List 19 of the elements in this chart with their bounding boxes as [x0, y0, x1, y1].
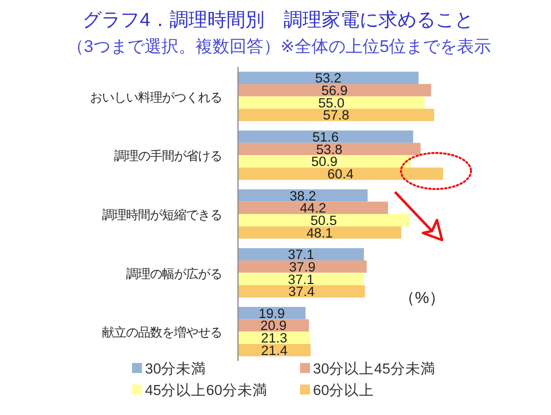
data-label: 48.1 — [306, 225, 333, 240]
data-label: 60.4 — [327, 166, 354, 182]
data-label: 37.4 — [288, 284, 316, 300]
data-label: 51.6 — [312, 129, 339, 144]
legend-label: 60分以上 — [313, 382, 374, 399]
data-label: 19.9 — [258, 306, 285, 321]
annotation: （%） — [398, 290, 446, 307]
legend-label: 30分未満 — [145, 360, 206, 378]
subtitle: （3つまで選択。複数回答）※全体の上位5位までを表示 — [66, 37, 492, 56]
legend-label: 30分以上45分未満 — [313, 360, 436, 378]
data-label: 37.1 — [288, 272, 314, 287]
legend-label: 45分以上60分未満 — [145, 382, 268, 399]
data-label: 38.2 — [290, 188, 316, 204]
data-label: 20.9 — [260, 318, 287, 334]
data-label: 53.2 — [315, 70, 342, 86]
data-label: 57.8 — [322, 108, 350, 123]
title: グラフ4．調理時間別 調理家電に求めること — [82, 10, 474, 31]
data-label: 50.9 — [311, 154, 338, 170]
data-label: 53.8 — [316, 142, 342, 157]
